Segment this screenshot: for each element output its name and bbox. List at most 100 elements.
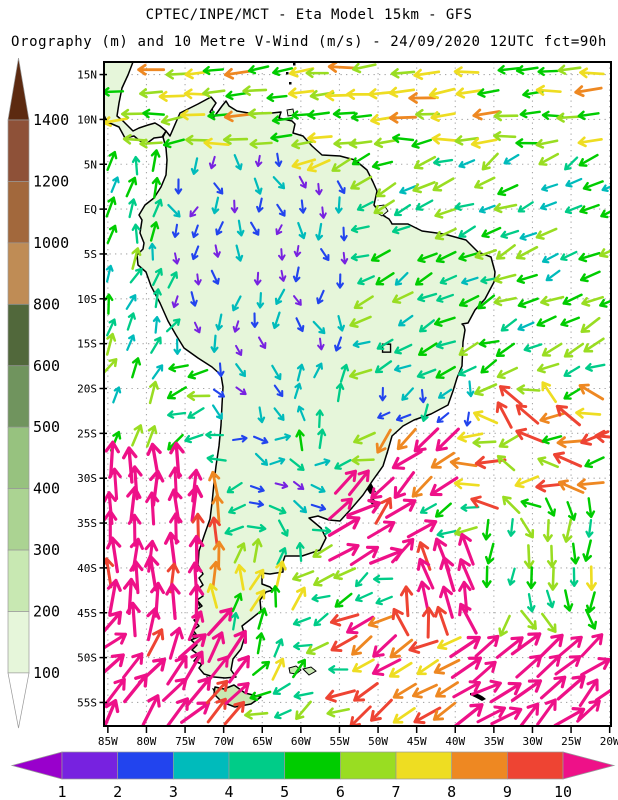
- wind-vector-arrow: [413, 706, 442, 725]
- elevation-scale-label: 200: [33, 603, 60, 621]
- wind-vector-arrow: [453, 66, 480, 78]
- wind-vector-arrow: [271, 364, 282, 381]
- wind-vector-arrow: [293, 245, 302, 258]
- lon-tick-label: 75W: [175, 735, 195, 748]
- wind-vector-arrow: [436, 412, 450, 423]
- wind-vector-arrow: [126, 486, 142, 524]
- wind-vector-arrow: [556, 112, 581, 123]
- wind-vector-arrow: [547, 566, 559, 591]
- wind-vector-arrow: [367, 614, 395, 629]
- wind-vector-arrow: [208, 516, 221, 547]
- wind-vector-arrow: [432, 701, 457, 721]
- wind-vector-arrow: [165, 69, 190, 80]
- wind-vector-arrow: [585, 363, 606, 372]
- wind-vector-arrow: [421, 606, 436, 639]
- wind-vector-arrow: [376, 338, 394, 350]
- elevation-colorbar: 1400 1200 1000 800 600 500 400 300 200 100: [7, 57, 69, 729]
- wind-vector-arrow: [600, 209, 611, 219]
- wind-vector-arrow: [562, 293, 583, 306]
- wind-vector-arrow: [128, 198, 137, 219]
- wind-vector-arrow: [351, 62, 377, 74]
- wind-vector-arrow: [190, 157, 199, 175]
- wind-vector-arrow: [277, 519, 289, 537]
- lat-tick-label: 55S: [77, 696, 97, 709]
- wind-vector-arrow: [246, 523, 267, 533]
- wind-vector-arrow: [460, 503, 480, 512]
- wind-vector-arrow: [254, 154, 263, 168]
- wind-vector-arrow: [346, 498, 382, 517]
- wind-vector-arrow: [327, 62, 356, 73]
- wind-band: [340, 751, 397, 780]
- wind-vector-arrow: [351, 635, 373, 656]
- wind-vector-arrow: [274, 433, 291, 441]
- wind-vector-arrow: [554, 655, 582, 676]
- elevation-band: [7, 181, 30, 244]
- wind-vector-arrow: [110, 176, 120, 194]
- wind-vector-arrow: [104, 293, 114, 315]
- wind-vector-arrow: [295, 317, 305, 333]
- wind-vector-arrow: [257, 406, 266, 424]
- wind-vector-arrow: [210, 269, 220, 285]
- wind-vector-arrow: [370, 698, 393, 722]
- wind-vector-arrow: [292, 616, 312, 627]
- wind-vector-arrow: [449, 457, 478, 469]
- wind-vector-arrow: [540, 295, 565, 307]
- wind-vector-arrow: [146, 607, 161, 642]
- wind-vector-arrow: [566, 501, 577, 521]
- wind-vector-arrow: [515, 654, 543, 679]
- wind-vector-arrow: [311, 526, 332, 536]
- wind-vector-arrow: [271, 115, 294, 125]
- wind-vector-arrow: [271, 657, 286, 681]
- wind-vector-arrow: [167, 271, 179, 289]
- wind-vector-arrow: [122, 652, 144, 679]
- wind-vector-arrow: [576, 478, 605, 491]
- wind-vector-arrow: [392, 707, 416, 724]
- wind-vector-arrow: [435, 365, 456, 380]
- wind-vector-arrow: [420, 403, 429, 422]
- wind-vector-arrow: [419, 388, 427, 404]
- wind-vector-arrow: [563, 589, 574, 612]
- wind-vector-arrow: [373, 574, 394, 584]
- elevation-band: [7, 119, 30, 182]
- wind-vector-arrow: [274, 709, 292, 720]
- wind-vector-arrow: [313, 573, 335, 587]
- wind-vector-arrow: [408, 639, 439, 654]
- wind-vector-arrow: [580, 657, 611, 677]
- wind-vector-arrow: [458, 341, 479, 356]
- wind-vector-arrow: [536, 698, 557, 726]
- wind-vector-arrow: [471, 660, 497, 684]
- wind-vector-arrow: [126, 312, 136, 331]
- wind-vector-arrow: [474, 383, 498, 397]
- wind-vector-arrow: [523, 544, 535, 569]
- wind-vector-arrow: [537, 633, 564, 660]
- wind-vector-arrow: [292, 266, 301, 283]
- wind-vector-arrow: [353, 431, 376, 445]
- wind-vector-arrow: [541, 435, 563, 445]
- wind-vector-arrow: [557, 635, 583, 658]
- wind-vector-arrow: [184, 433, 204, 444]
- wind-vector-arrow: [493, 131, 517, 142]
- elevation-band: [7, 611, 30, 674]
- wind-vector-arrow: [497, 184, 519, 197]
- wind-vector-arrow: [457, 558, 475, 591]
- wind-vector-arrow: [334, 336, 343, 352]
- wind-vector-arrow: [337, 315, 345, 332]
- wind-vector-arrow: [316, 289, 325, 305]
- wind-vector-arrow: [312, 544, 333, 558]
- wind-vector-arrow: [391, 450, 423, 470]
- wind-vector-arrow: [394, 271, 409, 286]
- wind-vector-arrow: [527, 593, 536, 613]
- wind-band: [284, 751, 341, 780]
- wind-vector-arrow: [413, 68, 441, 81]
- wind-vector-arrow: [104, 116, 129, 128]
- wind-vector-arrow: [574, 85, 603, 98]
- wind-vector-arrow: [497, 64, 520, 75]
- wind-vector-arrow: [145, 491, 160, 526]
- wind-vector-arrow: [105, 332, 117, 356]
- wind-vector-arrow: [352, 340, 371, 349]
- wind-vector-arrow: [305, 68, 329, 79]
- wind-vector-arrow: [153, 288, 162, 309]
- wind-vector-arrow: [235, 244, 244, 262]
- wind-vector-arrow: [454, 202, 475, 211]
